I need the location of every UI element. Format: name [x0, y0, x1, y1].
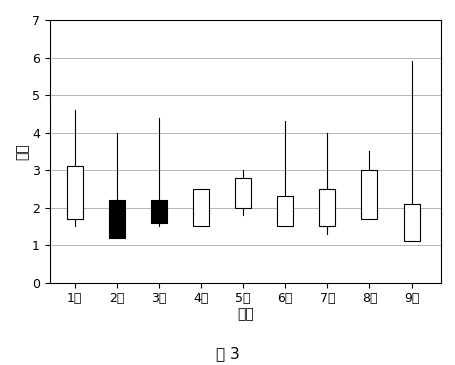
Bar: [66, 166, 82, 219]
Bar: [235, 178, 251, 208]
Bar: [318, 189, 334, 226]
Y-axis label: 震级: 震级: [15, 143, 29, 160]
Text: 图 3: 图 3: [216, 346, 239, 361]
Bar: [151, 200, 167, 223]
Bar: [192, 189, 208, 226]
Bar: [361, 170, 377, 219]
Bar: [109, 200, 125, 238]
Bar: [403, 204, 419, 241]
X-axis label: 时间: 时间: [236, 307, 253, 321]
Bar: [277, 196, 293, 226]
